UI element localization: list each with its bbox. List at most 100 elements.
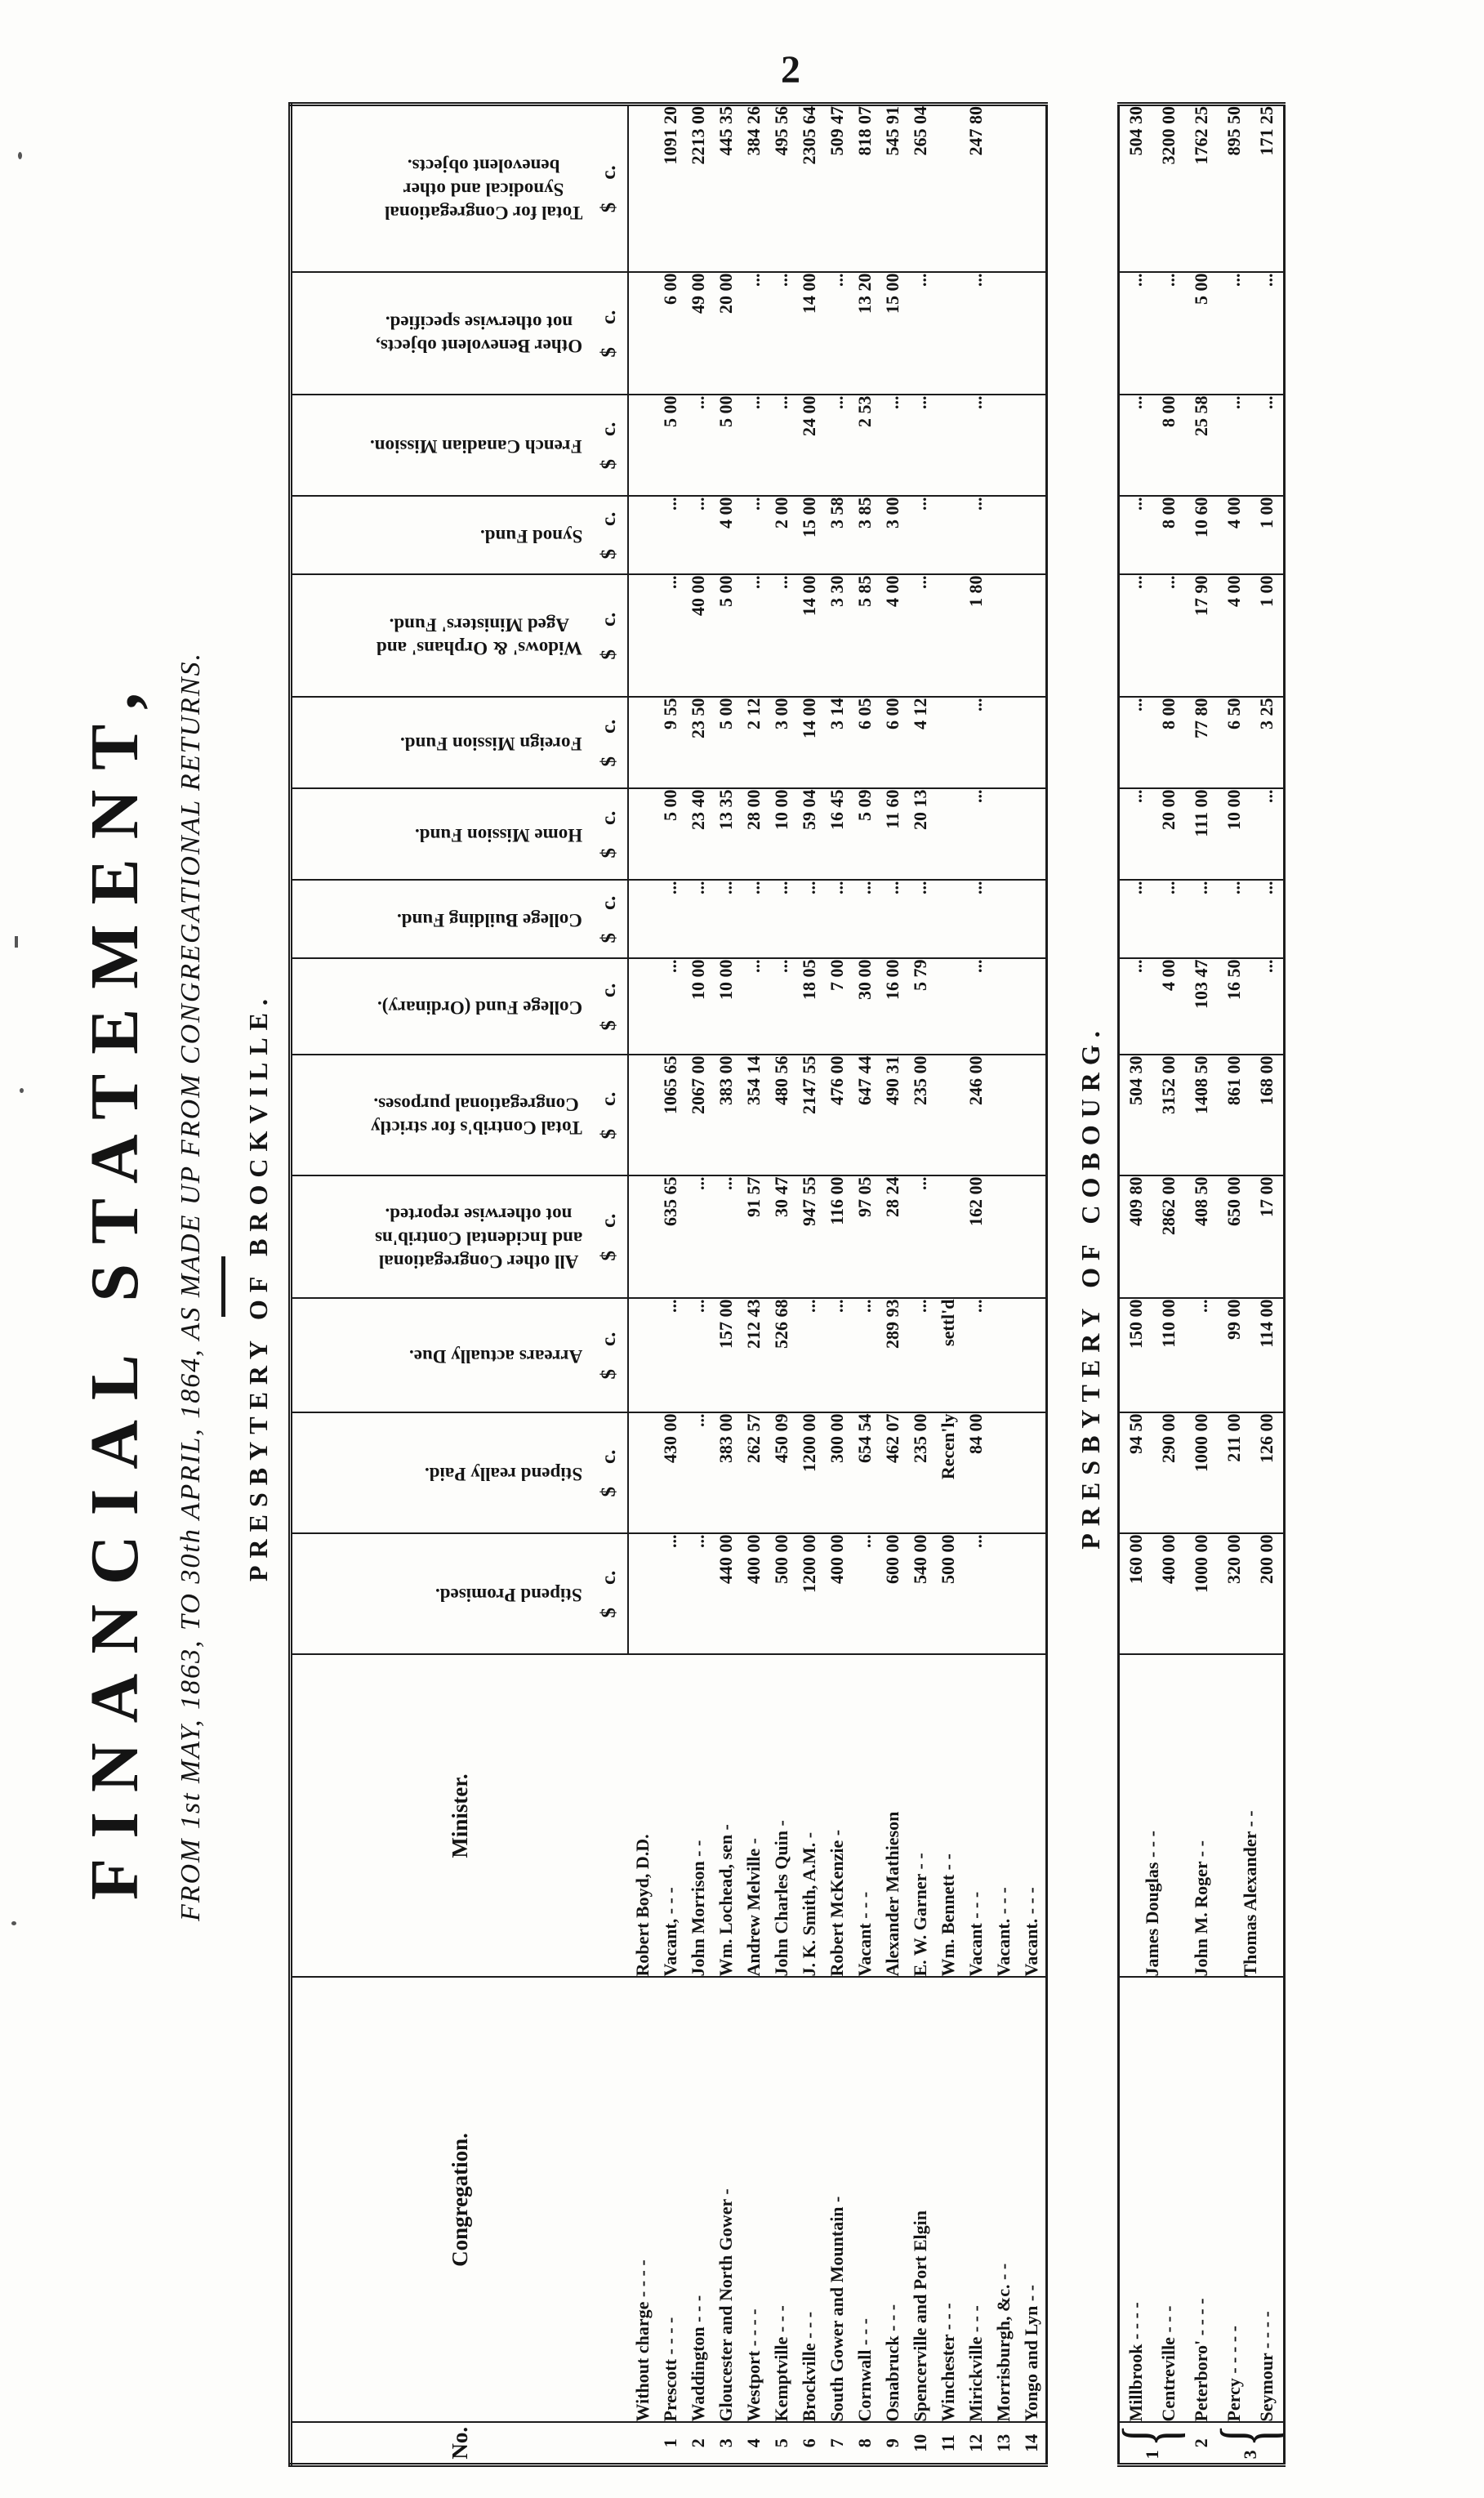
cell-french-canadian	[628, 395, 657, 497]
cell-college-building: ...	[1218, 880, 1250, 959]
cell-college-ordinary: 18 05	[795, 958, 823, 1055]
cell-congregation: Peterboro' - - - -	[1185, 1977, 1218, 2423]
cell-synod-fund: 3 00	[879, 496, 907, 575]
cell-french-canadian	[1018, 395, 1047, 497]
cents-sign: c.	[598, 422, 620, 436]
cell-french-canadian: ...	[684, 395, 712, 497]
cell-other-benevolent: ...	[740, 272, 768, 395]
dollar-sign: $	[598, 548, 620, 560]
column-header-all-other-contributions: All other Congregational and Incidental …	[290, 1175, 591, 1299]
scan-artifact	[11, 1921, 16, 1925]
cell-all-other: 17 00	[1250, 1175, 1285, 1299]
cell-college-ordinary: ...	[768, 958, 795, 1055]
cell-total-congregational: 246 00	[962, 1055, 990, 1176]
column-header-label: Total for Congregational Synodical and o…	[384, 155, 582, 224]
cell-arrears: 114 00	[1250, 1298, 1285, 1413]
unit-cell: $ c.	[591, 272, 628, 395]
cell-synod-fund: ...	[962, 496, 990, 575]
cell-total-all-objects: 384 26	[740, 104, 768, 273]
cell-college-ordinary: ...	[1250, 958, 1285, 1055]
cell-total-congregational: 1065 65	[657, 1055, 684, 1176]
unit-cell: $ c.	[591, 395, 628, 497]
cell-arrears: ...	[684, 1298, 712, 1413]
column-header-total-all-objects: Total for Congregational Synodical and o…	[290, 104, 591, 273]
table-row: 11 Winchester - - - Wm. Bennett - - 500 …	[934, 104, 962, 2465]
rotated-table-sheet: FINANCIAL STATEMENT, FROM 1st MAY, 1863,…	[33, 102, 1462, 2467]
cell-synod-fund: 2 00	[768, 496, 795, 575]
cell-home-mission: 111 00	[1185, 788, 1218, 881]
cell-minister: Robert McKenzie -	[823, 1654, 851, 1978]
cell-stipend-paid: 262 57	[740, 1412, 768, 1534]
cell-total-all-objects: 3200 00	[1152, 104, 1185, 273]
column-header-label: All other Congregational and Incidental …	[374, 1204, 582, 1272]
cell-other-benevolent: ...	[907, 272, 934, 395]
column-header-synod-fund: Synod Fund.	[290, 496, 591, 575]
cell-arrears: ...	[657, 1298, 684, 1413]
cell-college-building: ...	[823, 880, 851, 959]
cell-college-building: ...	[962, 880, 990, 959]
cell-all-other: ...	[712, 1175, 740, 1299]
unit-cell: $ c.	[591, 958, 628, 1055]
cell-college-building: ...	[795, 880, 823, 959]
cell-french-canadian: ...	[879, 395, 907, 497]
cell-synod-fund: 15 00	[795, 496, 823, 575]
cell-all-other: 97 05	[851, 1175, 879, 1299]
cell-other-benevolent: 49 00	[684, 272, 712, 395]
cell-home-mission: 20 13	[907, 788, 934, 881]
cell-no: 3{	[1218, 2422, 1285, 2465]
cell-foreign-mission: 4 12	[907, 697, 934, 789]
dollar-sign: $	[598, 932, 620, 943]
cell-stipend-promised	[628, 1533, 657, 1655]
unit-cell: $ c.	[591, 697, 628, 789]
cell-synod-fund: 10 60	[1185, 496, 1218, 575]
cell-all-other	[1018, 1175, 1047, 1299]
cell-foreign-mission: 3 14	[823, 697, 851, 789]
cell-congregation: Cornwall - - -	[851, 1977, 879, 2423]
cell-other-benevolent: ...	[823, 272, 851, 395]
row-number: 3	[1240, 2450, 1260, 2460]
unit-cell: $ c.	[591, 1533, 628, 1655]
cell-stipend-promised: 1200 00	[795, 1533, 823, 1655]
cell-total-congregational	[628, 1055, 657, 1176]
cell-other-benevolent: ...	[1118, 272, 1152, 395]
cell-all-other: 650 00	[1218, 1175, 1250, 1299]
header-row: No. Congregation. Minister. Stipend Prom…	[290, 104, 628, 2465]
cell-congregation: Yongo and Lyn - -	[1018, 1977, 1047, 2423]
cell-foreign-mission: 14 00	[795, 697, 823, 789]
cell-home-mission	[1018, 788, 1047, 881]
cell-foreign-mission	[934, 697, 962, 789]
cell-all-other: 162 00	[962, 1175, 990, 1299]
table-row: Without charge - - - - Robert Boyd, D.D.	[628, 104, 657, 2465]
cell-congregation: Osnabruck - - -	[879, 1977, 907, 2423]
cell-college-building: ...	[851, 880, 879, 959]
column-header-label: College Fund (Ordinary).	[377, 997, 582, 1018]
cell-no: 10	[907, 2422, 934, 2465]
cell-minister: Andrew Melville -	[740, 1654, 768, 1978]
column-header-label: Home Mission Fund.	[414, 824, 582, 845]
cell-french-canadian: ...	[907, 395, 934, 497]
cell-french-canadian: 8 00	[1152, 395, 1185, 497]
divider-rule	[221, 1256, 225, 1317]
cell-french-canadian: ...	[1218, 395, 1250, 497]
cell-other-benevolent	[1018, 272, 1047, 395]
cell-widows-orphans: 5 00	[712, 574, 740, 698]
column-header-label: Synod Fund.	[479, 525, 582, 546]
cell-college-building: ...	[879, 880, 907, 959]
cell-college-ordinary: 30 00	[851, 958, 879, 1055]
cell-stipend-promised: 500 00	[768, 1533, 795, 1655]
cell-french-canadian: ...	[823, 395, 851, 497]
cell-arrears: ...	[1185, 1298, 1218, 1413]
unit-cell: $ c.	[591, 496, 628, 575]
cell-home-mission: 23 40	[684, 788, 712, 881]
cell-synod-fund: ...	[684, 496, 712, 575]
cell-widows-orphans: 1 00	[1250, 574, 1285, 698]
cell-arrears	[628, 1298, 657, 1413]
cell-stipend-promised: 540 00	[907, 1533, 934, 1655]
cell-total-congregational: 2147 55	[795, 1055, 823, 1176]
cell-french-canadian: 5 00	[712, 395, 740, 497]
unit-cell: $ c.	[591, 574, 628, 698]
cents-sign: c.	[598, 895, 620, 910]
cell-college-ordinary: ...	[740, 958, 768, 1055]
cell-congregation: Percy - - - - -	[1218, 1977, 1250, 2423]
